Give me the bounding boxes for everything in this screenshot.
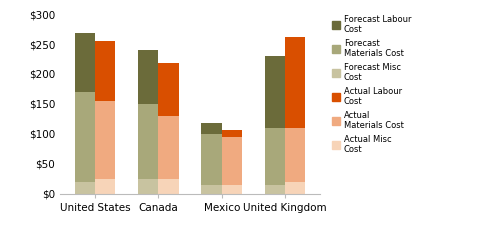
Bar (202, 185, 222, 194)
Bar (138, 104, 158, 179)
Bar (285, 128, 306, 181)
Bar (222, 137, 242, 185)
Bar (265, 185, 285, 194)
Bar (202, 123, 222, 134)
Legend: Forecast Labour
Cost, Forecast
Materials Cost, Forecast Misc
Cost, Actual Labour: Forecast Labour Cost, Forecast Materials… (332, 15, 411, 154)
Bar (222, 185, 242, 194)
Bar (74, 33, 95, 92)
Bar (95, 41, 115, 101)
Bar (74, 181, 95, 194)
Bar (158, 179, 178, 194)
Bar (95, 179, 115, 194)
Bar (285, 37, 306, 128)
Bar (74, 92, 95, 181)
Bar (265, 56, 285, 128)
Bar (202, 134, 222, 185)
Bar (158, 63, 178, 116)
Bar (285, 181, 306, 194)
Bar (138, 50, 158, 104)
Bar (138, 179, 158, 194)
Bar (95, 101, 115, 179)
Bar (222, 130, 242, 137)
Bar (158, 116, 178, 179)
Bar (265, 128, 285, 185)
